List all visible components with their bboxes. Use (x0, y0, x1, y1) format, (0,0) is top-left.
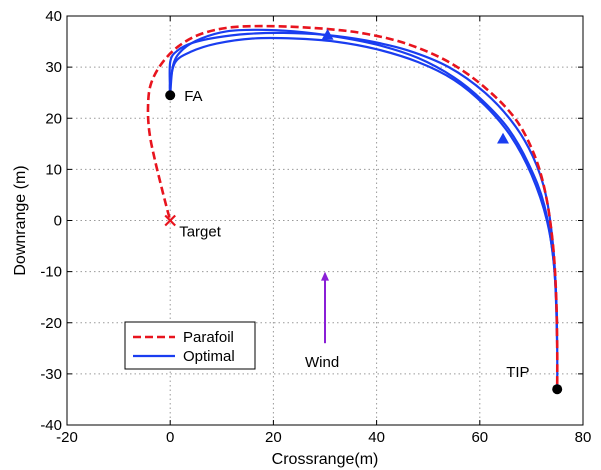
series-lines (146, 24, 559, 390)
marker-tip (552, 384, 563, 395)
marker-target-stroke (164, 214, 176, 227)
y-tick-label: 0 (54, 213, 62, 230)
legend: Parafoil Optimal (124, 321, 256, 370)
marker-fa (165, 90, 176, 101)
y-tick-label: 40 (45, 8, 62, 25)
x-tick-label: 20 (265, 429, 282, 446)
series-line-parafoil (146, 24, 559, 385)
triangle-marker (497, 132, 510, 144)
optimal-strand-2 (169, 28, 559, 323)
y-tick-label: -30 (40, 366, 62, 383)
y-tick-label: 30 (45, 59, 62, 76)
legend-label-parafoil: Parafoil (183, 329, 234, 346)
y-tick-label: 20 (45, 110, 62, 127)
marker-label-fa: FA (184, 88, 202, 105)
wind-arrow-head (321, 271, 329, 281)
optimal-strand-1 (168, 36, 559, 349)
marker-label-target: Target (179, 224, 222, 241)
legend-box (124, 321, 256, 370)
y-tick-label: -40 (40, 417, 62, 434)
markers (164, 28, 563, 395)
y-axis-label: Downrange (m) (12, 165, 29, 275)
tick-labels: -20 0 20 40 60 80 -40 -30 -20 -10 0 10 20 30 40 (40, 8, 591, 446)
x-tick-label: 80 (575, 429, 592, 446)
x-axis-label: Crossrange(m) (272, 451, 379, 468)
x-tick-label: 0 (166, 429, 174, 446)
y-tick-label: -10 (40, 264, 62, 281)
x-tick-label: 60 (471, 429, 488, 446)
legend-label-optimal: Optimal (183, 348, 235, 365)
x-tick-label: -20 (56, 429, 78, 446)
triangle-marker (321, 28, 334, 40)
y-tick-label: 10 (45, 161, 62, 178)
x-tick-label: 40 (368, 429, 385, 446)
y-tick-label: -20 (40, 315, 62, 332)
wind-label: Wind (305, 354, 339, 371)
marker-label-tip: TIP (506, 364, 529, 381)
